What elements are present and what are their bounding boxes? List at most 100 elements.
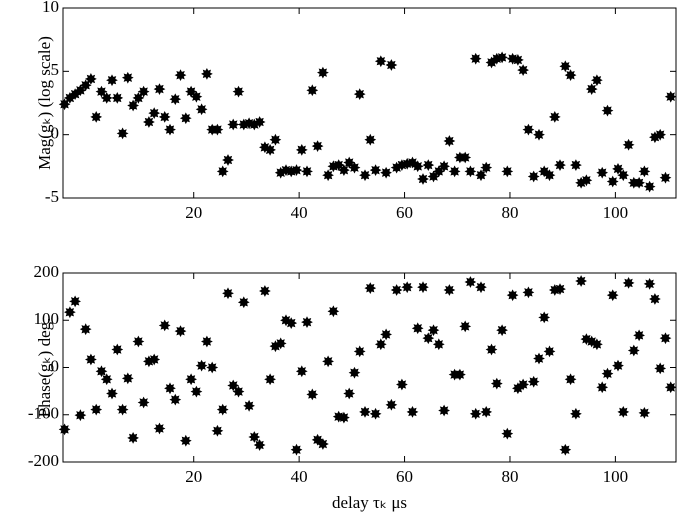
scatter-point [317, 66, 329, 79]
scatter-point [601, 367, 614, 380]
scatter-point [158, 319, 171, 332]
scatter-point [295, 365, 308, 378]
scatter-point [622, 277, 635, 289]
y-axis-label: Phase(gₖ) deg. [35, 318, 54, 418]
y-tick-label: 5 [51, 60, 60, 79]
scatter-point [364, 282, 377, 294]
x-tick-label: 40 [291, 467, 308, 486]
scatter-point [570, 407, 582, 420]
scatter-point [290, 164, 303, 176]
scatter-point [74, 409, 87, 422]
scatter-point [464, 276, 477, 288]
scatter-point [243, 399, 255, 412]
x-tick-label: 60 [396, 467, 413, 486]
scatter-point [322, 169, 334, 182]
scatter-point [649, 293, 661, 305]
scatter-point [390, 284, 403, 296]
scatter-point [317, 438, 329, 450]
scatter-point [543, 169, 556, 182]
scatter-point [248, 431, 261, 443]
scatter-point [164, 123, 176, 136]
scatter-point [490, 377, 503, 390]
scatter-point [164, 382, 176, 395]
scatter-point [227, 118, 240, 131]
scatter-point [432, 338, 445, 351]
scatter-point [380, 166, 392, 179]
scatter-point [190, 385, 203, 398]
scatter-point [222, 287, 234, 300]
scatter-point [522, 286, 535, 299]
y-tick-label: 100 [34, 309, 60, 328]
scatter-point [201, 335, 213, 348]
scatter-point [301, 165, 313, 178]
scatter-point [643, 278, 656, 290]
scatter-point [153, 422, 166, 435]
scatter-point [174, 325, 187, 337]
y-tick-label: 10 [42, 0, 59, 16]
scatter-point [543, 345, 556, 358]
scatter-point [211, 123, 224, 136]
scatter-point [58, 423, 71, 436]
scatter-point [364, 133, 377, 146]
scatter-point [638, 407, 651, 419]
scatter-point [111, 343, 124, 356]
scatter-point [596, 381, 609, 394]
scatter-point [638, 165, 651, 178]
scatter-point [480, 406, 493, 418]
scatter-point [64, 306, 76, 319]
scatter-point [211, 424, 224, 437]
scatter-point [369, 164, 382, 176]
scatter-point [633, 176, 645, 189]
scatter-point [559, 443, 572, 456]
scatter-point [454, 368, 466, 381]
x-axis-label: delay τₖ μs [332, 493, 407, 512]
scatter-point [396, 378, 408, 391]
scatter-point [143, 116, 155, 128]
scatter-point [195, 359, 208, 372]
scatter-point [506, 289, 519, 302]
scatter-point [127, 99, 139, 112]
scatter-point [422, 159, 435, 171]
scatter-point [459, 151, 472, 164]
scatter-point [443, 135, 456, 147]
scatter-point [137, 85, 150, 98]
scatter-point [85, 353, 97, 366]
scatter-point [527, 170, 540, 183]
scatter-point [475, 281, 487, 294]
scatter-point [443, 284, 456, 296]
scatter-point [85, 73, 97, 85]
scatter-point [253, 439, 266, 451]
scatter-point [327, 305, 340, 318]
scatter-point [559, 60, 572, 73]
scatter-point [496, 324, 508, 337]
scatter-point [533, 352, 545, 365]
scatter-point [459, 320, 472, 333]
scatter-point [111, 92, 124, 104]
scatter-point [179, 112, 192, 125]
scatter-point [148, 107, 161, 119]
scatter-point [232, 85, 245, 98]
scatter-point [306, 388, 319, 401]
scatter-point [264, 144, 276, 156]
scatter-point [374, 55, 387, 68]
scatter-point [554, 283, 566, 295]
scatter-point [380, 328, 392, 341]
scatter-point [269, 133, 282, 146]
scatter-point [359, 406, 371, 418]
x-tick-label: 100 [603, 467, 629, 486]
scatter-point [174, 69, 187, 81]
scatter-point [501, 165, 514, 178]
scatter-point [659, 171, 672, 184]
scatter-point [422, 332, 435, 345]
scatter-point [232, 385, 245, 398]
x-tick-label: 20 [185, 467, 202, 486]
scatter-point [591, 338, 603, 351]
scatter-point [438, 404, 450, 417]
scatter-point [527, 375, 540, 388]
scatter-point [179, 434, 192, 447]
scatter-point [90, 111, 103, 123]
scatter-point [106, 387, 118, 400]
scatter-point [259, 285, 271, 297]
scatter-point [564, 69, 577, 81]
scatter-point [633, 329, 645, 342]
